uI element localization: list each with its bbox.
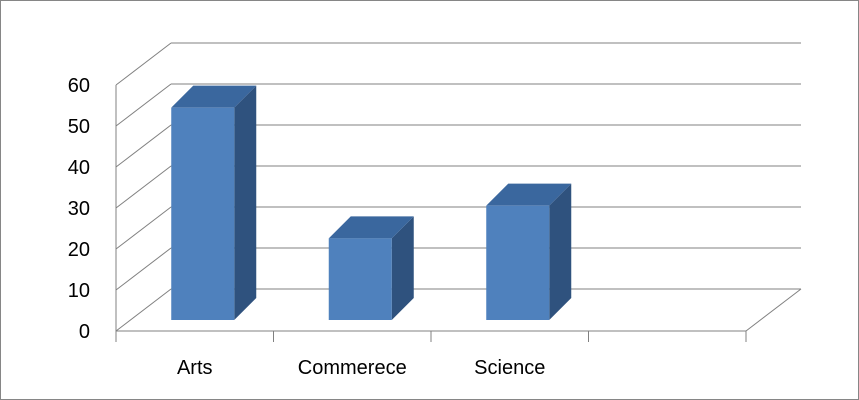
gridlines — [115, 42, 802, 332]
y-tick-label-3: 30 — [68, 198, 90, 220]
y-tick-label-5: 50 — [68, 116, 90, 138]
bar-side-science — [549, 183, 572, 320]
y-tick-label-4: 40 — [68, 157, 90, 179]
y-tick-label-2: 20 — [68, 239, 90, 261]
bar-top-science — [486, 183, 572, 206]
bar-side-arts — [234, 85, 257, 321]
x-tick-labels: Arts Commerece Science — [177, 357, 545, 379]
gridline-side-3 — [115, 165, 172, 209]
y-tick-label-0: 0 — [79, 321, 90, 343]
bar-front-commerece — [328, 238, 392, 320]
bar-top-arts — [171, 85, 257, 108]
bar-top-commerece — [328, 216, 414, 239]
x-tick-marks — [115, 331, 747, 342]
gridline-side-4 — [115, 124, 172, 168]
gridline-side-5 — [115, 83, 172, 127]
bar-side-commerece — [391, 216, 414, 320]
bar-front-science — [486, 205, 550, 320]
bar-arts — [171, 85, 257, 321]
bar-front-arts — [171, 107, 235, 321]
bar-science — [486, 183, 572, 320]
gridline-side-6 — [115, 42, 172, 86]
x-tick-label-science: Science — [474, 357, 545, 379]
gridline-side-0 — [115, 288, 172, 332]
bars — [171, 85, 572, 321]
y-tick-label-1: 10 — [68, 280, 90, 302]
y-tick-labels: 0 10 20 30 40 50 60 — [68, 75, 90, 343]
x-tick-label-commerece: Commerece — [298, 357, 407, 379]
floor-right-edge — [745, 288, 802, 332]
chart-title: Chart Title — [0, 0, 859, 9]
bar-commerece — [328, 216, 414, 320]
y-tick-label-6: 60 — [68, 75, 90, 97]
gridline-side-1 — [115, 247, 172, 291]
gridline-side-2 — [115, 206, 172, 250]
x-tick-label-arts: Arts — [177, 357, 213, 379]
